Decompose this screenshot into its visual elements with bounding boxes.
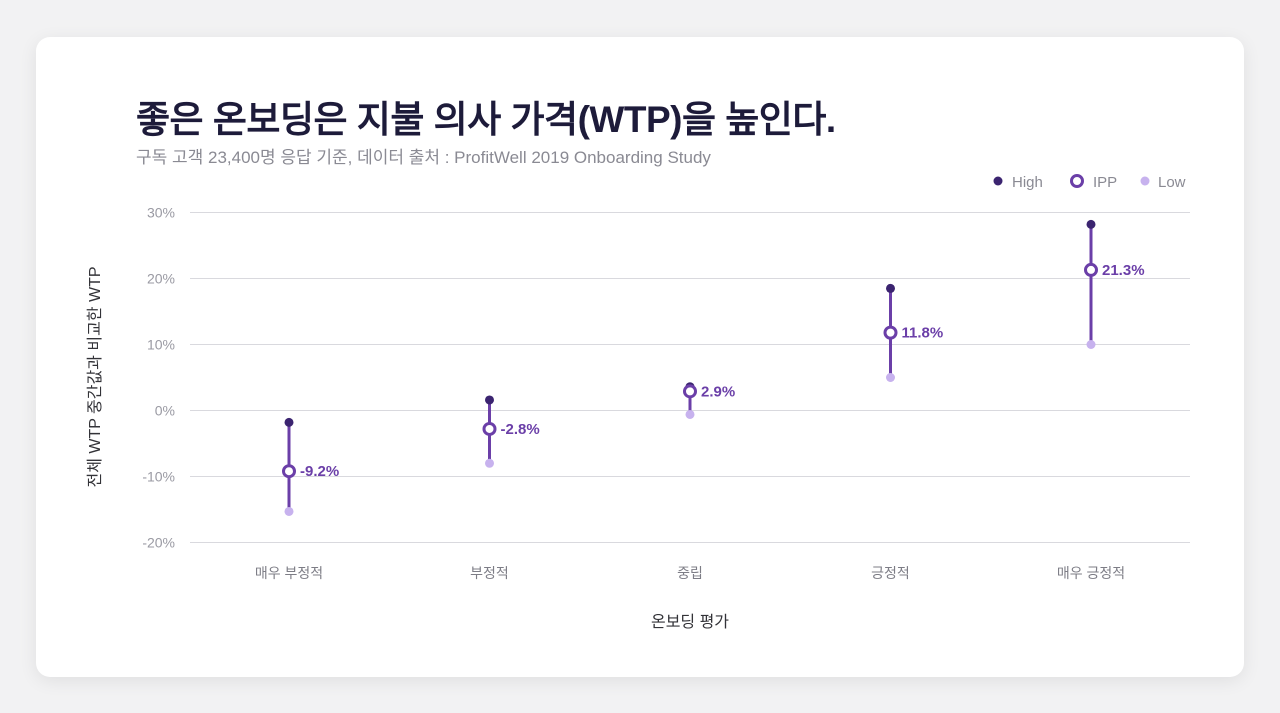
value-label: 2.9% xyxy=(701,383,735,400)
y-axis-ticks: -20% -10% 0% 10% 20% 30% xyxy=(142,205,175,551)
y-axis-title: 전체 WTP 중간값과 비교한 WTP xyxy=(86,266,104,487)
ipp-point xyxy=(683,384,697,399)
chart-marks: -9.2% -2.8% 2.9% 11.8% 21.3% xyxy=(282,219,1145,516)
high-point xyxy=(886,283,895,293)
ipp-point xyxy=(482,421,497,436)
chart-plot: High IPP Low -20% -10% 0% 10% 20% 30% 매우 부정적 부… xyxy=(86,174,1190,631)
ipp-point xyxy=(883,325,898,340)
legend-ipp-marker xyxy=(1070,174,1084,188)
high-point xyxy=(284,417,294,427)
x-axis-title: 온보딩 평가 xyxy=(651,613,729,631)
legend: High IPP Low xyxy=(993,174,1186,191)
value-label: -9.2% xyxy=(300,463,339,480)
chart-title: 좋은 온보딩은 지불 의사 가격(WTP)을 높인다. xyxy=(136,99,836,140)
high-point xyxy=(1086,219,1096,229)
y-tick-label: 0% xyxy=(155,403,175,419)
value-label: -2.8% xyxy=(501,421,540,438)
legend-high-label: High xyxy=(1012,174,1043,191)
value-label: 21.3% xyxy=(1102,262,1145,279)
y-tick-label: 20% xyxy=(147,271,175,287)
low-point xyxy=(1086,340,1096,349)
legend-ipp-label: IPP xyxy=(1093,174,1117,191)
x-tick-label: 중립 xyxy=(677,565,703,581)
value-label: 11.8% xyxy=(902,325,944,342)
x-axis-ticks: 매우 부정적 부정적 중립 긍정적 매우 긍정적 xyxy=(255,565,1125,581)
legend-low-label: Low xyxy=(1158,174,1186,191)
high-point xyxy=(485,395,494,405)
ipp-point xyxy=(1084,262,1098,277)
grid-lines xyxy=(190,212,1190,543)
x-tick-label: 매우 부정적 xyxy=(255,565,323,581)
low-point xyxy=(485,458,494,468)
x-tick-label: 긍정적 xyxy=(871,565,910,581)
chart-card: 좋은 온보딩은 지불 의사 가격(WTP)을 높인다. 구독 고객 23,400… xyxy=(36,37,1244,677)
x-tick-label: 부정적 xyxy=(470,565,509,581)
y-tick-label: -10% xyxy=(142,469,175,485)
low-point xyxy=(886,373,895,382)
legend-low-marker xyxy=(1140,176,1150,186)
y-tick-label: 10% xyxy=(147,337,175,353)
ipp-point xyxy=(282,464,296,479)
chart-subtitle: 구독 고객 23,400명 응답 기준, 데이터 출처 : ProfitWell… xyxy=(136,148,711,167)
y-tick-label: -20% xyxy=(142,535,175,551)
low-point xyxy=(685,409,695,419)
low-point xyxy=(284,506,294,516)
y-tick-label: 30% xyxy=(147,205,175,221)
legend-high-marker xyxy=(993,176,1003,186)
x-tick-label: 매우 긍정적 xyxy=(1057,565,1125,581)
